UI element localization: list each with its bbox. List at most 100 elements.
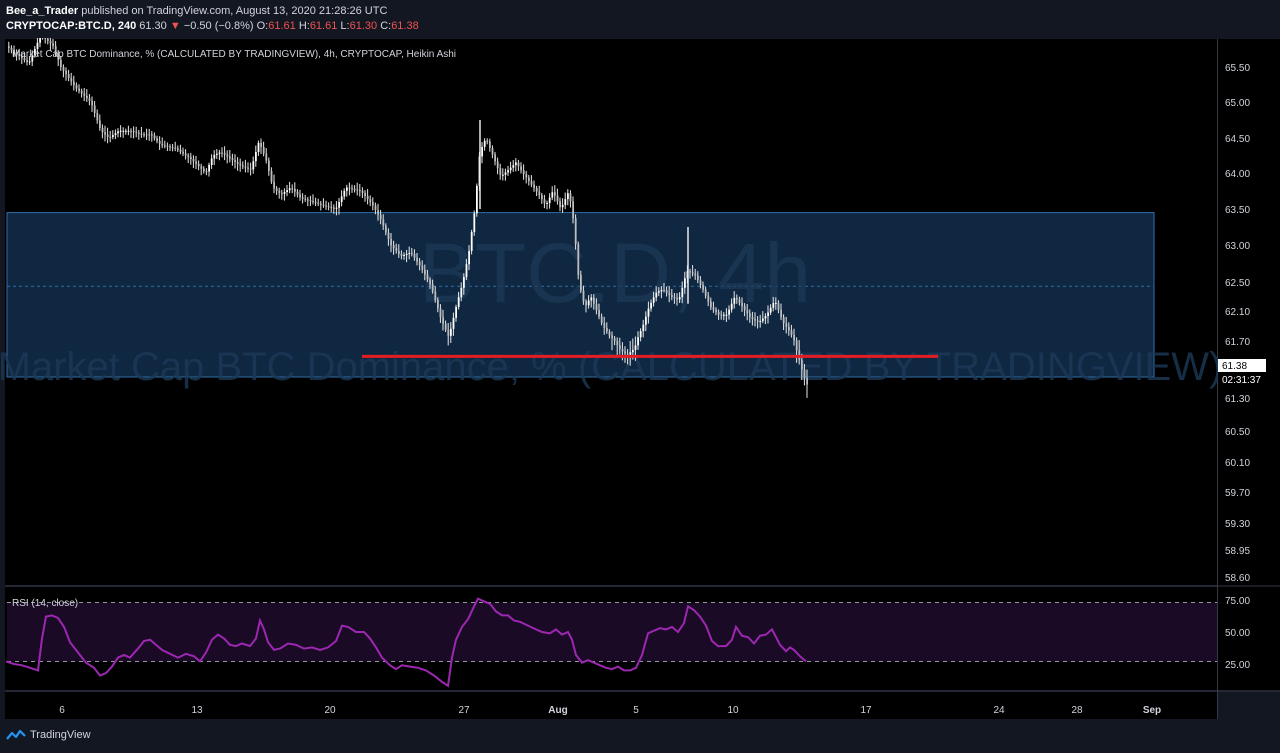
candle: [366, 196, 369, 200]
candle: [374, 205, 377, 211]
candle: [213, 154, 216, 159]
candle: [764, 316, 767, 319]
candle: [125, 130, 127, 132]
symbol-name[interactable]: CRYPTOCAP:BTC.D, 240: [6, 20, 137, 32]
tradingview-logo[interactable]: TradingView: [6, 729, 91, 741]
candle: [8, 46, 10, 48]
candle: [710, 301, 712, 308]
candle: [671, 295, 673, 297]
candle: [691, 272, 694, 274]
candle: [210, 158, 213, 165]
candle: [704, 289, 707, 296]
last-price: 61.30: [139, 20, 167, 32]
candle: [18, 53, 21, 56]
candle: [127, 130, 130, 132]
candle: [658, 291, 660, 293]
candle: [255, 152, 257, 162]
candle: [507, 170, 509, 173]
candle: [400, 253, 403, 256]
candle: [520, 166, 522, 171]
time-tick-label: 5: [633, 705, 639, 716]
symbol-line: CRYPTOCAP:BTC.D, 240 61.30 ▼ −0.50 (−0.8…: [6, 20, 419, 32]
candle: [587, 300, 590, 306]
candle: [556, 195, 559, 202]
countdown-label: 02:31:37: [1222, 375, 1261, 386]
candle: [522, 170, 525, 175]
candle: [273, 181, 275, 189]
candle: [197, 163, 200, 167]
time-tick-label: 17: [860, 705, 872, 716]
candle: [99, 120, 101, 128]
candle: [91, 100, 93, 106]
candle: [226, 154, 229, 157]
candle: [751, 317, 754, 320]
candle: [728, 309, 730, 315]
candle: [647, 308, 650, 317]
candle: [559, 201, 561, 208]
candle: [377, 210, 379, 215]
candle: [697, 275, 699, 281]
candle: [403, 254, 405, 256]
candle: [457, 297, 460, 308]
price-tick-label: 64.50: [1225, 134, 1250, 145]
candle: [54, 45, 57, 53]
candle: [309, 200, 312, 202]
candle: [413, 253, 416, 258]
candle: [283, 192, 286, 194]
price-tick-label: 62.10: [1225, 307, 1250, 318]
candle: [756, 320, 759, 322]
candle: [460, 287, 463, 298]
candle: [699, 280, 702, 285]
range-box[interactable]: [6, 212, 1155, 378]
candle: [119, 130, 122, 132]
candle: [411, 252, 413, 254]
candle: [327, 206, 330, 208]
candle: [780, 309, 782, 318]
candle: [642, 324, 645, 332]
candle: [772, 303, 775, 308]
candle: [795, 340, 798, 351]
candle: [528, 177, 530, 182]
candle: [434, 291, 437, 300]
candle: [431, 284, 434, 292]
candle: [491, 148, 494, 155]
price-tick-label: 64.00: [1225, 169, 1250, 180]
candle: [353, 188, 356, 190]
price-tick-label: 63.50: [1225, 205, 1250, 216]
candle: [702, 284, 704, 290]
candle: [236, 161, 239, 164]
candle: [343, 190, 346, 197]
candle: [60, 59, 62, 67]
candle: [535, 188, 538, 192]
chart-canvas[interactable]: BTC.D, 4h Market Cap BTC Dominance, % (C…: [0, 38, 1280, 721]
candle: [551, 192, 554, 198]
candle: [252, 161, 255, 170]
candle: [769, 307, 772, 313]
candle: [67, 74, 70, 78]
candle: [164, 145, 166, 147]
candle: [489, 141, 491, 148]
candle: [629, 352, 632, 355]
candle: [595, 303, 598, 311]
candle: [218, 152, 221, 154]
candle: [600, 316, 603, 323]
candle: [340, 196, 343, 203]
candle: [733, 297, 736, 304]
candle: [637, 337, 639, 346]
candle: [590, 297, 593, 301]
candle: [169, 146, 171, 148]
rsi-line[interactable]: [5, 597, 807, 688]
candle: [603, 323, 606, 328]
candle: [450, 328, 452, 336]
author-name[interactable]: Bee_a_Trader: [6, 5, 79, 17]
watermark-description: Market Cap BTC Dominance, % (CALCULATED …: [0, 345, 1222, 389]
candle: [260, 142, 262, 147]
candle: [44, 38, 47, 39]
candle: [567, 193, 569, 200]
candle: [262, 147, 265, 154]
candle: [161, 143, 164, 146]
candle: [364, 192, 366, 197]
open-value: 61.61: [268, 20, 296, 32]
time-axis[interactable]: [5, 692, 1217, 719]
candle: [741, 302, 743, 307]
